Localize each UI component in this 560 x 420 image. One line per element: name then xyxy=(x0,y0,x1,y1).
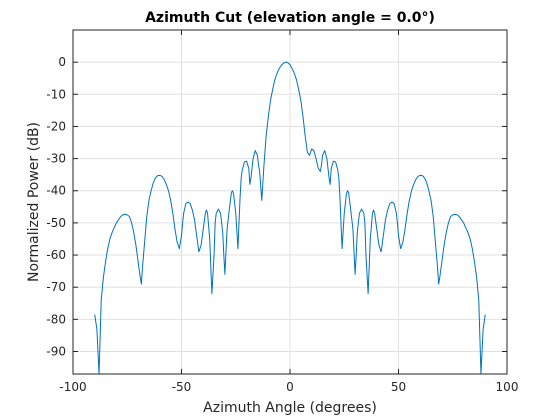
x-tick-label: -50 xyxy=(172,380,192,394)
y-tick-label: -60 xyxy=(46,248,66,262)
x-tick-label: -100 xyxy=(59,380,86,394)
x-tick-label: 50 xyxy=(391,380,406,394)
y-tick-label: -20 xyxy=(46,119,66,133)
x-tick-label: 100 xyxy=(496,380,519,394)
y-tick-label: -30 xyxy=(46,152,66,166)
y-tick-label: -40 xyxy=(46,184,66,198)
y-tick-label: -90 xyxy=(46,344,66,358)
chart-title: Azimuth Cut (elevation angle = 0.0°) xyxy=(145,10,435,26)
y-tick-label: 0 xyxy=(58,55,66,69)
y-tick-label: -10 xyxy=(46,87,66,101)
x-tick-label: 0 xyxy=(286,380,294,394)
y-tick-label: -80 xyxy=(46,312,66,326)
y-tick-label: -50 xyxy=(46,216,66,230)
series-line xyxy=(94,61,486,374)
x-axis-label: Azimuth Angle (degrees) xyxy=(203,400,377,416)
ticks: -100 -50 0 50 100 0 -10 -20 -30 -40 -50 -60 -70 -80 -9… xyxy=(46,30,518,394)
y-tick-label: -70 xyxy=(46,280,66,294)
data-layer xyxy=(94,61,486,374)
y-axis-label: Normalized Power (dB) xyxy=(26,122,42,282)
